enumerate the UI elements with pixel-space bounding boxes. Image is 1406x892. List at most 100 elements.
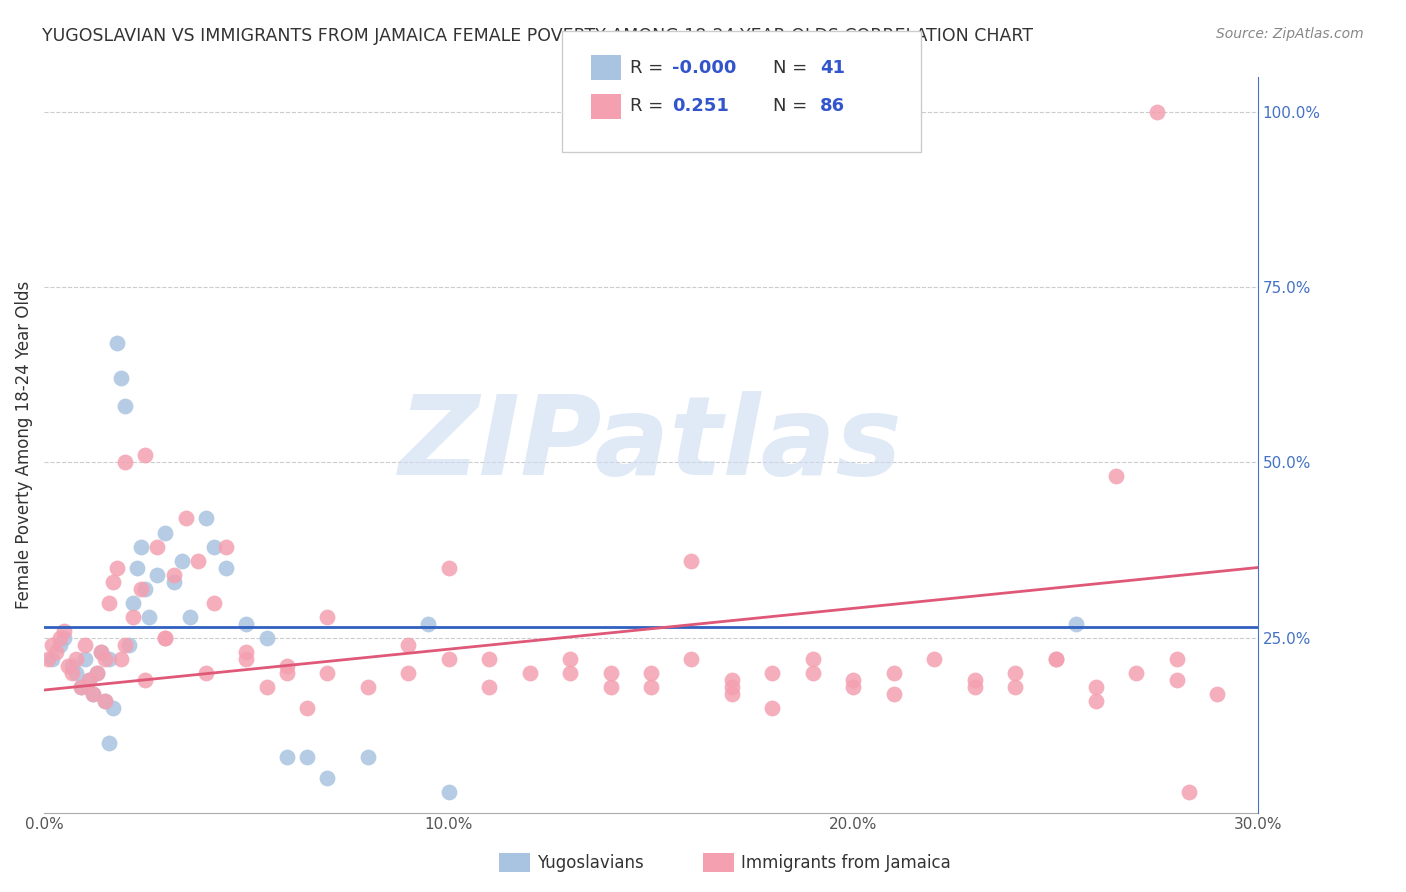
Point	[187, 553, 209, 567]
Point	[77, 673, 100, 687]
Point	[134, 673, 156, 687]
Text: 86: 86	[820, 97, 845, 115]
Point	[97, 651, 120, 665]
Point	[65, 665, 87, 680]
Point	[146, 540, 169, 554]
Point	[122, 609, 145, 624]
Point	[69, 680, 91, 694]
Point	[640, 665, 662, 680]
Text: -0.000: -0.000	[672, 59, 737, 77]
Point	[1085, 680, 1108, 694]
Point	[256, 680, 278, 694]
Point	[49, 631, 72, 645]
Point	[761, 665, 783, 680]
Text: 41: 41	[820, 59, 845, 77]
Point	[114, 400, 136, 414]
Text: N =: N =	[773, 97, 813, 115]
Point	[97, 735, 120, 749]
Point	[316, 665, 339, 680]
Point	[922, 651, 945, 665]
Point	[640, 680, 662, 694]
Point	[215, 540, 238, 554]
Point	[53, 631, 76, 645]
Point	[90, 644, 112, 658]
Point	[41, 651, 63, 665]
Point	[82, 686, 104, 700]
Point	[110, 651, 132, 665]
Point	[256, 631, 278, 645]
Point	[155, 631, 177, 645]
Point	[53, 624, 76, 638]
Point	[842, 673, 865, 687]
Point	[519, 665, 541, 680]
Point	[65, 651, 87, 665]
Text: Source: ZipAtlas.com: Source: ZipAtlas.com	[1216, 27, 1364, 41]
Point	[134, 582, 156, 596]
Point	[58, 658, 80, 673]
Point	[478, 651, 501, 665]
Point	[37, 651, 59, 665]
Point	[129, 540, 152, 554]
Point	[73, 651, 96, 665]
Point	[1105, 469, 1128, 483]
Point	[1166, 651, 1188, 665]
Point	[761, 700, 783, 714]
Point	[437, 651, 460, 665]
Text: R =: R =	[630, 97, 669, 115]
Point	[478, 680, 501, 694]
Point	[295, 749, 318, 764]
Point	[94, 651, 117, 665]
Point	[118, 638, 141, 652]
Point	[110, 371, 132, 385]
Text: Immigrants from Jamaica: Immigrants from Jamaica	[741, 854, 950, 871]
Point	[82, 686, 104, 700]
Point	[357, 680, 380, 694]
Point	[801, 665, 824, 680]
Point	[122, 595, 145, 609]
Point	[1125, 665, 1147, 680]
Point	[86, 665, 108, 680]
Point	[114, 455, 136, 469]
Point	[1178, 784, 1201, 798]
Point	[599, 680, 621, 694]
Point	[41, 638, 63, 652]
Point	[90, 644, 112, 658]
Point	[194, 665, 217, 680]
Text: Yugoslavians: Yugoslavians	[537, 854, 644, 871]
Point	[101, 700, 124, 714]
Point	[235, 644, 257, 658]
Point	[127, 560, 149, 574]
Y-axis label: Female Poverty Among 18-24 Year Olds: Female Poverty Among 18-24 Year Olds	[15, 281, 32, 609]
Point	[842, 680, 865, 694]
Point	[316, 771, 339, 785]
Point	[235, 651, 257, 665]
Text: YUGOSLAVIAN VS IMMIGRANTS FROM JAMAICA FEMALE POVERTY AMONG 18-24 YEAR OLDS CORR: YUGOSLAVIAN VS IMMIGRANTS FROM JAMAICA F…	[42, 27, 1033, 45]
Point	[105, 560, 128, 574]
Point	[295, 700, 318, 714]
Point	[396, 638, 419, 652]
Text: ZIPatlas: ZIPatlas	[399, 392, 903, 499]
Point	[1004, 680, 1026, 694]
Point	[1085, 693, 1108, 707]
Point	[170, 553, 193, 567]
Point	[73, 638, 96, 652]
Point	[721, 680, 744, 694]
Point	[146, 567, 169, 582]
Point	[114, 638, 136, 652]
Point	[86, 665, 108, 680]
Point	[721, 673, 744, 687]
Point	[801, 651, 824, 665]
Point	[558, 651, 581, 665]
Point	[1146, 105, 1168, 120]
Point	[235, 616, 257, 631]
Point	[418, 616, 440, 631]
Point	[174, 511, 197, 525]
Point	[1064, 616, 1087, 631]
Point	[599, 665, 621, 680]
Point	[62, 658, 84, 673]
Point	[215, 560, 238, 574]
Point	[94, 693, 117, 707]
Point	[276, 665, 298, 680]
Point	[681, 651, 703, 665]
Text: N =: N =	[773, 59, 813, 77]
